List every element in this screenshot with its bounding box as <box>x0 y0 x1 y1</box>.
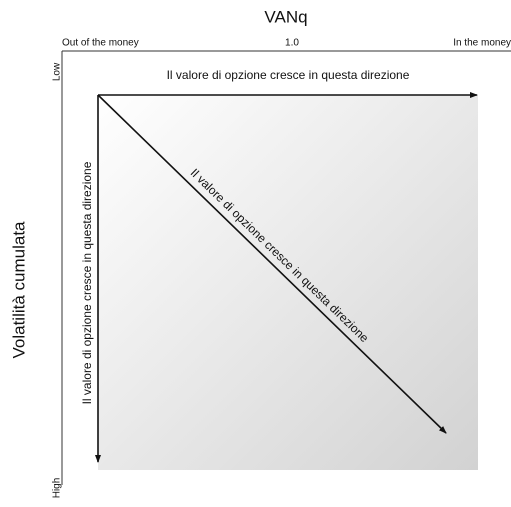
top-axis-left-label: Out of the money <box>62 38 139 49</box>
diagonal-arrow <box>97 94 447 434</box>
top-axis-center-label: 1.0 <box>285 38 299 49</box>
left-axis-top-label: Low <box>52 62 63 81</box>
left-axis-title: Volatilità cumulata <box>9 221 28 359</box>
left-axis-bottom-label: High <box>52 478 63 499</box>
horizontal-arrow-label: Il valore di opzione cresce in questa di… <box>167 68 410 82</box>
vertical-arrow-label: Il valore di opzione cresce in questa di… <box>80 161 94 404</box>
title: VANq <box>264 7 307 26</box>
top-axis-right-label: In the money <box>453 38 511 49</box>
